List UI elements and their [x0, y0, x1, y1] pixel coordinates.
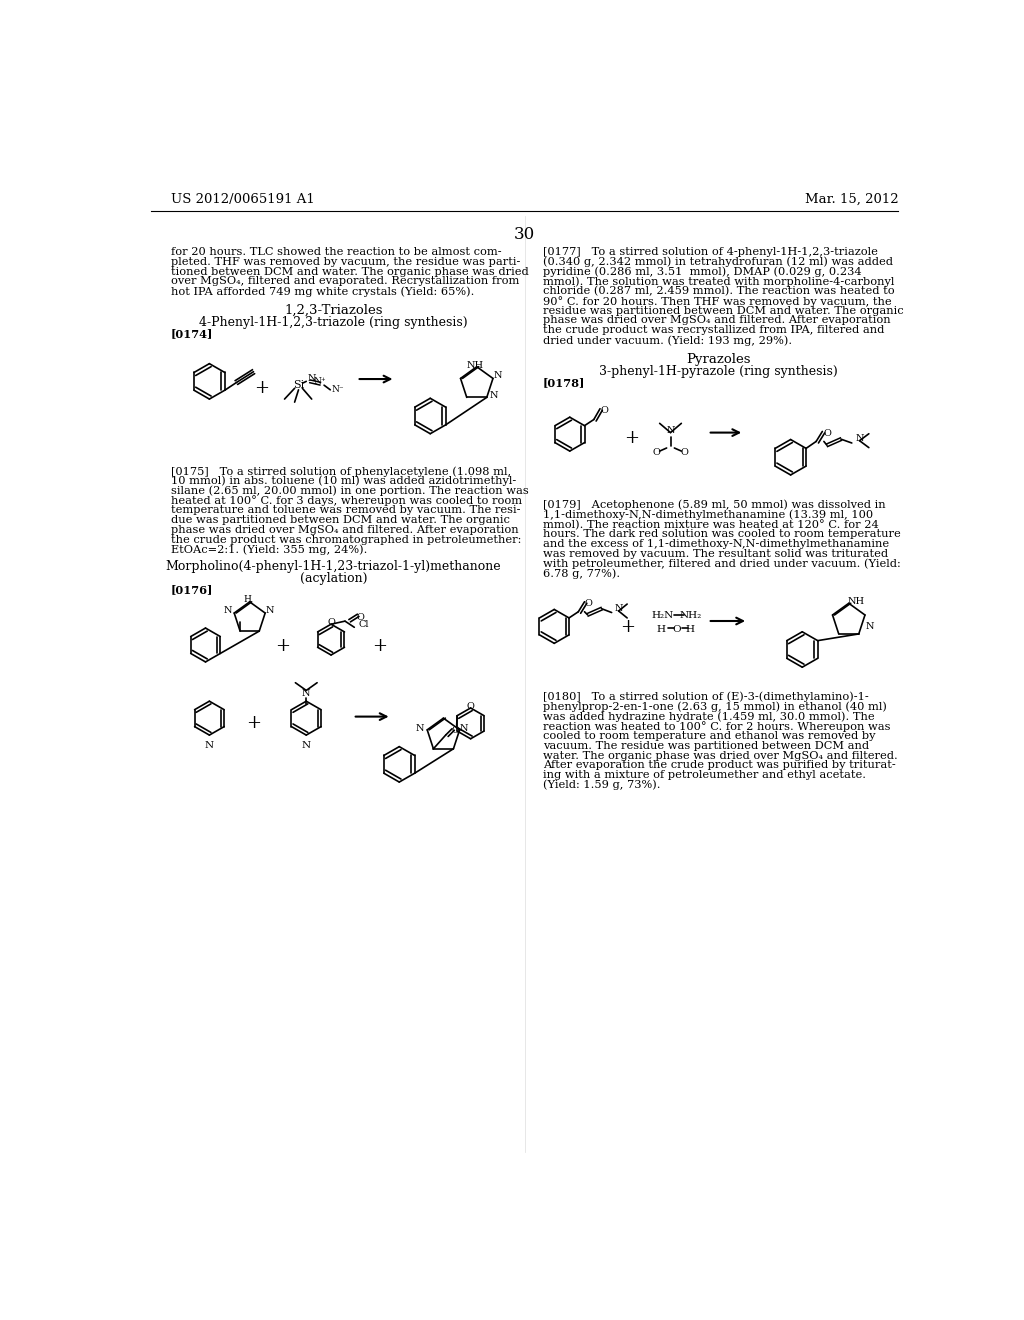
Text: [0176]: [0176]	[171, 585, 213, 595]
Text: EtOAc=2:1. (Yield: 355 mg, 24%).: EtOAc=2:1. (Yield: 355 mg, 24%).	[171, 544, 367, 554]
Text: 3-phenyl-1H-pyrazole (ring synthesis): 3-phenyl-1H-pyrazole (ring synthesis)	[599, 364, 838, 378]
Text: 1,1-dimethoxy-N,N-dimethylmethanamine (13.39 ml, 100: 1,1-dimethoxy-N,N-dimethylmethanamine (1…	[543, 510, 872, 520]
Text: +: +	[373, 638, 387, 655]
Text: [0179]   Acetophenone (5.89 ml, 50 mmol) was dissolved in: [0179] Acetophenone (5.89 ml, 50 mmol) w…	[543, 499, 886, 510]
Text: [0177]   To a stirred solution of 4-phenyl-1H-1,2,3-triazole: [0177] To a stirred solution of 4-phenyl…	[543, 247, 878, 257]
Text: O: O	[452, 726, 459, 735]
Text: +: +	[254, 379, 268, 397]
Text: N: N	[265, 606, 274, 615]
Text: N: N	[308, 375, 316, 383]
Text: chloride (0.287 ml, 2.459 mmol). The reaction was heated to: chloride (0.287 ml, 2.459 mmol). The rea…	[543, 286, 894, 297]
Text: H: H	[685, 624, 694, 634]
Text: +: +	[621, 618, 635, 636]
Text: H: H	[656, 624, 666, 634]
Text: NH₂: NH₂	[680, 611, 701, 620]
Text: mmol). The solution was treated with morpholine-4-carbonyl: mmol). The solution was treated with mor…	[543, 276, 894, 286]
Text: Cl: Cl	[359, 619, 370, 628]
Text: temperature and toluene was removed by vacuum. The resi-: temperature and toluene was removed by v…	[171, 506, 520, 515]
Text: for 20 hours. TLC showed the reaction to be almost com-: for 20 hours. TLC showed the reaction to…	[171, 247, 502, 257]
Text: [0178]: [0178]	[543, 378, 585, 388]
Text: N: N	[416, 725, 424, 734]
Text: N: N	[223, 606, 232, 615]
Text: heated at 100° C. for 3 days, whereupon was cooled to room: heated at 100° C. for 3 days, whereupon …	[171, 495, 522, 507]
Text: O: O	[681, 447, 688, 457]
Text: ing with a mixture of petroleumether and ethyl acetate.: ing with a mixture of petroleumether and…	[543, 770, 865, 780]
Text: over MgSO₄, filtered and evaporated. Recrystallization from: over MgSO₄, filtered and evaporated. Rec…	[171, 276, 519, 286]
Text: residue was partitioned between DCM and water. The organic: residue was partitioned between DCM and …	[543, 306, 903, 315]
Text: cooled to room temperature and ethanol was removed by: cooled to room temperature and ethanol w…	[543, 731, 876, 741]
Text: US 2012/0065191 A1: US 2012/0065191 A1	[171, 193, 314, 206]
Text: silane (2.65 ml, 20.00 mmol) in one portion. The reaction was: silane (2.65 ml, 20.00 mmol) in one port…	[171, 486, 528, 496]
Text: hours. The dark red solution was cooled to room temperature: hours. The dark red solution was cooled …	[543, 529, 900, 539]
Text: phenylprop-2-en-1-one (2.63 g, 15 mmol) in ethanol (40 ml): phenylprop-2-en-1-one (2.63 g, 15 mmol) …	[543, 702, 887, 713]
Text: N: N	[460, 725, 468, 734]
Text: the crude product was chromatographed in petroleumether:: the crude product was chromatographed in…	[171, 535, 521, 545]
Text: N: N	[489, 391, 498, 400]
Text: phase was dried over MgSO₄ and filtered. After evaporation: phase was dried over MgSO₄ and filtered.…	[543, 315, 890, 326]
Text: N: N	[667, 426, 675, 436]
Text: mmol). The reaction mixture was heated at 120° C. for 24: mmol). The reaction mixture was heated a…	[543, 519, 879, 529]
Text: N: N	[865, 622, 873, 631]
Text: pyridine (0.286 ml, 3.51  mmol), DMAP (0.029 g, 0.234: pyridine (0.286 ml, 3.51 mmol), DMAP (0.…	[543, 267, 861, 277]
Text: [0180]   To a stirred solution of (E)-3-(dimethylamino)-1-: [0180] To a stirred solution of (E)-3-(d…	[543, 692, 868, 702]
Text: was removed by vacuum. The resultant solid was triturated: was removed by vacuum. The resultant sol…	[543, 549, 888, 558]
Text: N: N	[614, 605, 624, 614]
Text: [0174]: [0174]	[171, 329, 213, 339]
Text: pleted. THF was removed by vacuum, the residue was parti-: pleted. THF was removed by vacuum, the r…	[171, 256, 520, 267]
Text: N: N	[302, 742, 311, 750]
Text: (Yield: 1.59 g, 73%).: (Yield: 1.59 g, 73%).	[543, 780, 660, 791]
Text: Mar. 15, 2012: Mar. 15, 2012	[805, 193, 898, 206]
Text: N⁺: N⁺	[314, 376, 327, 385]
Text: vacuum. The residue was partitioned between DCM and: vacuum. The residue was partitioned betw…	[543, 741, 868, 751]
Text: due was partitioned between DCM and water. The organic: due was partitioned between DCM and wate…	[171, 515, 510, 525]
Text: 10 mmol) in abs. toluene (10 ml) was added azidotrimethyl-: 10 mmol) in abs. toluene (10 ml) was add…	[171, 475, 516, 486]
Text: After evaporation the crude product was purified by triturat-: After evaporation the crude product was …	[543, 760, 895, 771]
Text: N: N	[205, 742, 214, 750]
Text: dried under vacuum. (Yield: 193 mg, 29%).: dried under vacuum. (Yield: 193 mg, 29%)…	[543, 335, 792, 346]
Text: the crude product was recrystallized from IPA, filtered and: the crude product was recrystallized fro…	[543, 325, 884, 335]
Text: O: O	[327, 618, 335, 627]
Text: O: O	[467, 702, 474, 710]
Text: NH: NH	[848, 597, 865, 606]
Text: NH: NH	[467, 360, 483, 370]
Text: 4-Phenyl-1H-1,2,3-triazole (ring synthesis): 4-Phenyl-1H-1,2,3-triazole (ring synthes…	[199, 315, 468, 329]
Text: tioned between DCM and water. The organic phase was dried: tioned between DCM and water. The organi…	[171, 267, 528, 276]
Text: +: +	[246, 714, 261, 733]
Text: N: N	[494, 371, 502, 380]
Text: +: +	[275, 638, 291, 655]
Text: O: O	[601, 405, 608, 414]
Text: Pyrazoles: Pyrazoles	[686, 352, 751, 366]
Text: N: N	[302, 689, 310, 698]
Text: H: H	[244, 595, 251, 605]
Text: 1,2,3-Triazoles: 1,2,3-Triazoles	[284, 304, 383, 317]
Text: (0.340 g, 2.342 mmol) in tetrahydrofuran (12 ml) was added: (0.340 g, 2.342 mmol) in tetrahydrofuran…	[543, 256, 893, 267]
Text: N⁻: N⁻	[332, 385, 344, 395]
Text: with petroleumether, filtered and dried under vacuum. (Yield:: with petroleumether, filtered and dried …	[543, 558, 900, 569]
Text: N: N	[856, 434, 864, 444]
Text: O: O	[356, 614, 365, 623]
Text: hot IPA afforded 749 mg white crystals (Yield: 65%).: hot IPA afforded 749 mg white crystals (…	[171, 286, 474, 297]
Text: H₂N: H₂N	[651, 611, 674, 620]
Text: phase was dried over MgSO₄ and filtered. After evaporation: phase was dried over MgSO₄ and filtered.…	[171, 525, 518, 535]
Text: O: O	[673, 624, 681, 634]
Text: and the excess of 1,1-dimethoxy-N,N-dimethylmethanamine: and the excess of 1,1-dimethoxy-N,N-dime…	[543, 539, 889, 549]
Text: O: O	[652, 447, 660, 457]
Text: was added hydrazine hydrate (1.459 ml, 30.0 mmol). The: was added hydrazine hydrate (1.459 ml, 3…	[543, 711, 874, 722]
Text: Si: Si	[293, 380, 304, 391]
Text: 30: 30	[514, 226, 536, 243]
Text: [0175]   To a stirred solution of phenylacetylene (1.098 ml,: [0175] To a stirred solution of phenylac…	[171, 466, 511, 477]
Text: +: +	[625, 429, 639, 446]
Text: O: O	[585, 599, 592, 607]
Text: 90° C. for 20 hours. Then THF was removed by vacuum, the: 90° C. for 20 hours. Then THF was remove…	[543, 296, 891, 306]
Text: O: O	[823, 429, 830, 438]
Text: reaction was heated to 100° C. for 2 hours. Whereupon was: reaction was heated to 100° C. for 2 hou…	[543, 721, 890, 733]
Text: 6.78 g, 77%).: 6.78 g, 77%).	[543, 568, 620, 578]
Text: Morpholino(4-phenyl-1H-1,23-triazol-1-yl)methanone: Morpholino(4-phenyl-1H-1,23-triazol-1-yl…	[166, 560, 501, 573]
Text: water. The organic phase was dried over MgSO₄ and filtered.: water. The organic phase was dried over …	[543, 751, 897, 760]
Text: (acylation): (acylation)	[300, 572, 368, 585]
